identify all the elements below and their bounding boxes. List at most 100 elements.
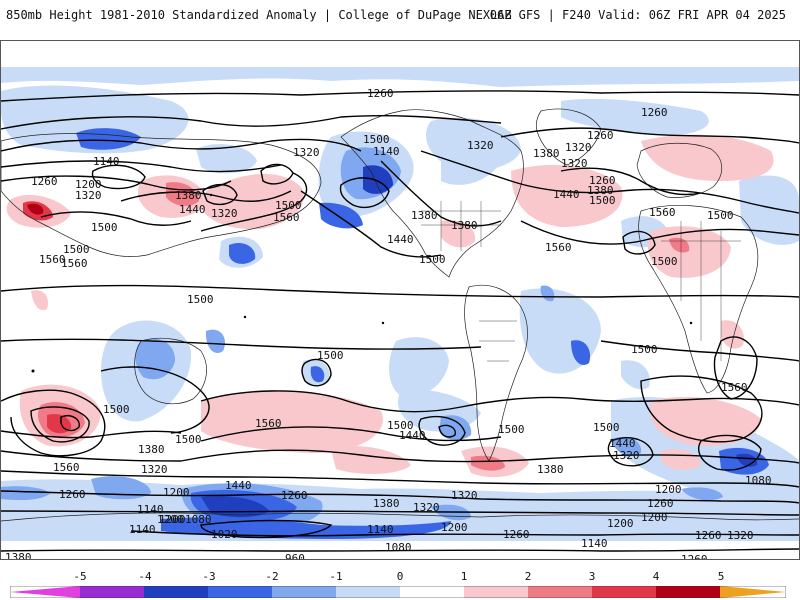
contour-label: 1500	[651, 255, 678, 268]
colorbar-segment	[144, 586, 208, 598]
contour-label: 1200	[159, 513, 186, 526]
contour-label: 1560	[255, 417, 282, 430]
contour-label: 1500	[707, 209, 734, 222]
contour-label: 1260	[59, 488, 86, 501]
map-panel: 1260 1320 1140 1260 1200 1320 1380 1440 …	[0, 40, 800, 560]
contour-label: 1080	[385, 541, 412, 554]
colorbar-tick: 4	[652, 570, 660, 583]
contour-label: 1500	[275, 199, 302, 212]
contour-label: 1260	[503, 528, 530, 541]
contour-label: 1440	[399, 429, 426, 442]
colorbar-segment	[656, 586, 720, 598]
colorbar-tick: -2	[265, 570, 279, 583]
contour-label: 1200	[163, 486, 190, 499]
colorbar-tick: -3	[202, 570, 216, 583]
contour-label: 1440	[609, 437, 636, 450]
contour-label: 1560	[39, 253, 66, 266]
colorbar	[10, 586, 786, 598]
map-title: 850mb Height 1981-2010 Standardized Anom…	[6, 8, 512, 22]
contour-labels: 1260 1320 1140 1260 1200 1320 1380 1440 …	[5, 87, 772, 559]
contour-label: 1560	[53, 461, 80, 474]
contour-label: 1380	[175, 189, 202, 202]
contour-label: 1440	[179, 203, 206, 216]
contour-label: 1200	[441, 521, 468, 534]
colorbar-tick: -1	[329, 570, 343, 583]
contour-label: 1380	[5, 551, 32, 559]
contour-label: 1140	[93, 155, 120, 168]
contour-label: 1140	[373, 145, 400, 158]
contour-label: 1320	[413, 501, 440, 514]
colorbar-segment	[80, 586, 144, 598]
contour-label: 1080	[185, 513, 212, 526]
contour-label: 960	[285, 552, 305, 559]
contour-label: 1260	[641, 106, 668, 119]
contour-label: 1500	[419, 253, 446, 266]
colorbar-segment-highest	[720, 586, 786, 598]
contour-label: 1200	[641, 511, 668, 524]
contour-label: 1020	[211, 528, 238, 541]
contour-label: 1260	[647, 497, 674, 510]
contour-label: 1500	[387, 419, 414, 432]
contour-label: 1140	[367, 523, 394, 536]
contour-label: 1440	[225, 479, 252, 492]
colorbar-segment	[208, 586, 272, 598]
contour-label: 1320	[565, 141, 592, 154]
contour-label: 1380	[138, 443, 165, 456]
contour-label: 1140	[137, 503, 164, 516]
contour-label: 1500	[63, 243, 90, 256]
contour-label: 1500	[91, 221, 118, 234]
contour-label: 1500	[498, 423, 525, 436]
contour-label: 1320	[467, 139, 494, 152]
contour-label: 1140	[581, 537, 608, 550]
contour-label: 1380	[451, 219, 478, 232]
contour-label: 1320	[75, 189, 102, 202]
colorbar-segment-lowest	[10, 586, 80, 598]
contour-label: 1200	[655, 483, 682, 496]
colorbar-tick: 2	[524, 570, 532, 583]
contour-label: 1320	[141, 463, 168, 476]
contour-label: 1320	[727, 529, 754, 542]
contour-label: 1260	[281, 489, 308, 502]
contour-label: 1260	[367, 87, 394, 100]
contour-label: 1320	[293, 146, 320, 159]
contour-label: 1320	[561, 157, 588, 170]
contour-label: 1260	[589, 174, 616, 187]
point-markers	[31, 193, 693, 373]
contour-label: 1200	[607, 517, 634, 530]
contour-label: 1380	[537, 463, 564, 476]
contour-label: 1500	[593, 421, 620, 434]
contour-label: 1080	[745, 474, 772, 487]
contour-label: 1380	[411, 209, 438, 222]
contour-label: 1200	[157, 513, 184, 526]
contour-label: 1020	[329, 557, 356, 559]
anomaly-map: 1260 1320 1140 1260 1200 1320 1380 1440 …	[1, 67, 799, 559]
contour-label: 1320	[451, 489, 478, 502]
contour-label: 1500	[363, 133, 390, 146]
contour-label: 1380	[373, 497, 400, 510]
colorbar-segment	[400, 586, 464, 598]
contour-label: 1500	[317, 349, 344, 362]
contour-label: 1380	[533, 147, 560, 160]
contour-label: 1560	[545, 241, 572, 254]
contour-label: 1260	[681, 553, 708, 559]
colorbar-segment	[272, 586, 336, 598]
colorbar-segment	[464, 586, 528, 598]
contour-label: 1500	[103, 403, 130, 416]
contour-label: 1560	[273, 211, 300, 224]
colorbar-tick: 1	[460, 570, 468, 583]
contour-label: 1500	[589, 194, 616, 207]
contour-label: 1260	[31, 175, 58, 188]
colorbar-tick: 3	[588, 570, 596, 583]
continent-outlines	[1, 108, 799, 522]
colorbar-segment	[336, 586, 400, 598]
colorbar-segment	[592, 586, 656, 598]
contour-label: 1380	[587, 184, 614, 197]
contour-label: 1200	[75, 178, 102, 191]
contour-label: 1440	[553, 188, 580, 201]
contour-label: 1500	[631, 343, 658, 356]
contour-label: 1140	[129, 523, 156, 536]
colorbar-segment	[528, 586, 592, 598]
contour-label: 1260	[587, 129, 614, 142]
contour-label: 1500	[187, 293, 214, 306]
contour-label: 1260	[695, 529, 722, 542]
